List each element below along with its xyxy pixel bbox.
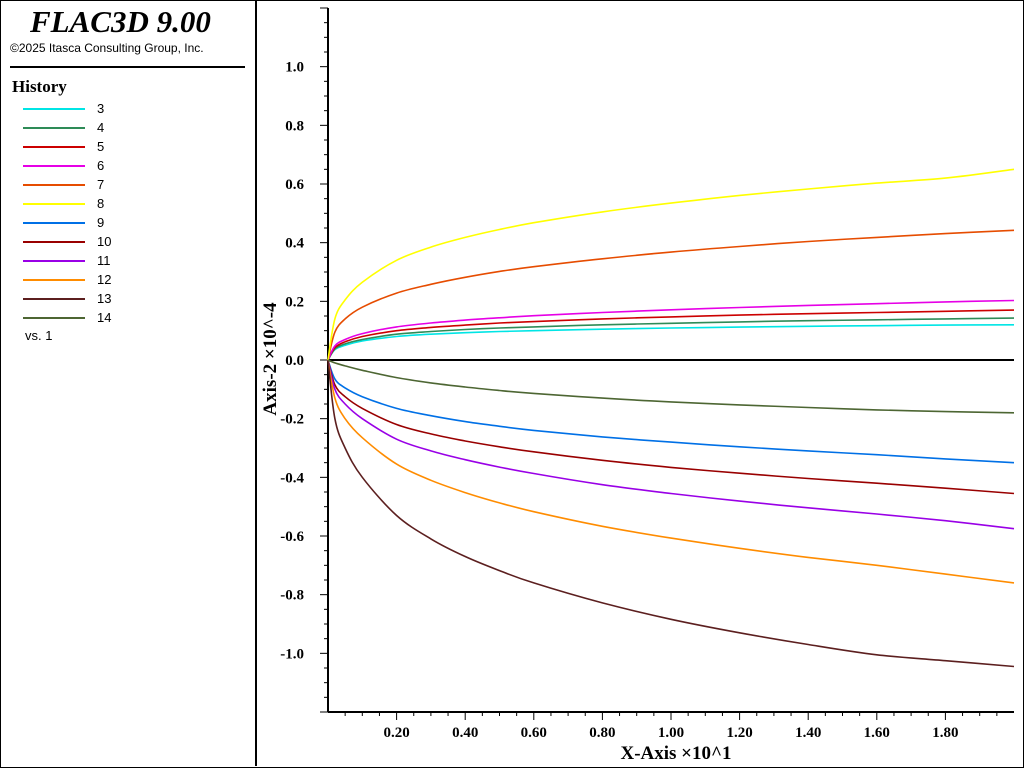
series-line-3	[327, 324, 1015, 361]
legend-item: 11	[23, 251, 223, 270]
x-tick-label: 0.80	[589, 725, 615, 741]
y-tick-label: -0.2	[280, 412, 304, 428]
legend-swatch	[23, 298, 85, 300]
series-line-10	[327, 359, 1015, 495]
legend-swatch	[23, 317, 85, 319]
legend-item: 7	[23, 175, 223, 194]
legend-swatch	[23, 108, 85, 110]
x-tick-label: 1.40	[795, 725, 821, 741]
y-tick-label: 0.0	[285, 353, 304, 369]
y-tick-label: -0.4	[280, 470, 304, 486]
series-line-6	[327, 299, 1015, 361]
series-line-14	[327, 359, 1015, 414]
legend-item: 3	[23, 99, 223, 118]
legend-label: 6	[97, 158, 105, 173]
legend-label: 9	[97, 215, 105, 230]
legend-label: 13	[97, 291, 112, 306]
y-tick-label: -1.0	[280, 646, 304, 662]
x-tick-label: 0.40	[452, 725, 478, 741]
legend-swatch	[23, 146, 85, 148]
legend-swatch	[23, 165, 85, 167]
legend-item: 8	[23, 194, 223, 213]
legend-item: 6	[23, 156, 223, 175]
legend-label: 7	[97, 177, 105, 192]
legend-label: 5	[97, 139, 105, 154]
legend-panel: FLAC3D 9.00 ©2025 Itasca Consulting Grou…	[1, 1, 257, 766]
app-title: FLAC3D 9.00	[30, 4, 211, 39]
legend-label: 3	[97, 101, 105, 116]
y-tick-label: 0.2	[285, 294, 304, 310]
vs-label: vs. 1	[25, 328, 53, 343]
y-tick-label: 0.4	[285, 236, 304, 252]
legend-swatch	[23, 222, 85, 224]
legend-label: 14	[97, 310, 112, 325]
legend-swatch	[23, 203, 85, 205]
x-tick-label: 0.20	[383, 725, 409, 741]
legend-item: 13	[23, 289, 223, 308]
legend-item: 4	[23, 118, 223, 137]
series-line-12	[327, 359, 1015, 584]
legend-label: 8	[97, 196, 105, 211]
x-tick-label: 1.00	[658, 725, 684, 741]
legend-label: 11	[97, 253, 111, 268]
copyright-text: ©2025 Itasca Consulting Group, Inc.	[10, 41, 204, 55]
series-line-13	[327, 359, 1015, 668]
legend-item: 5	[23, 137, 223, 156]
legend-label: 12	[97, 272, 112, 287]
legend-item: 10	[23, 232, 223, 251]
legend-item: 9	[23, 213, 223, 232]
x-tick-label: 1.20	[726, 725, 752, 741]
x-tick-label: 1.60	[864, 725, 890, 741]
legend-swatch	[23, 127, 85, 129]
y-axis-title: Axis-2 ×10^-4	[260, 302, 281, 416]
legend-label: 4	[97, 120, 105, 135]
series-line-11	[327, 359, 1015, 530]
legend-swatch	[23, 184, 85, 186]
y-tick-label: 0.6	[285, 177, 304, 193]
x-tick-label: 1.80	[932, 725, 958, 741]
series-line-7	[327, 229, 1015, 361]
x-axis-title: X-Axis ×10^1	[620, 743, 731, 764]
legend-swatch	[23, 241, 85, 243]
y-tick-label: -0.6	[280, 529, 304, 545]
y-tick-label: 0.8	[285, 118, 304, 134]
history-heading: History	[12, 77, 67, 96]
legend-label: 10	[97, 234, 112, 249]
legend-swatch	[23, 260, 85, 262]
series-line-4	[327, 317, 1015, 361]
y-tick-label: -0.8	[280, 588, 304, 604]
series-line-9	[327, 359, 1015, 464]
y-tick-label: 1.0	[285, 60, 304, 76]
series-line-8	[327, 168, 1015, 361]
legend-swatch	[23, 279, 85, 281]
header-divider	[10, 66, 245, 68]
x-tick-label: 0.60	[521, 725, 547, 741]
legend-item: 14	[23, 308, 223, 327]
series-line-5	[327, 309, 1015, 361]
legend-item: 12	[23, 270, 223, 289]
